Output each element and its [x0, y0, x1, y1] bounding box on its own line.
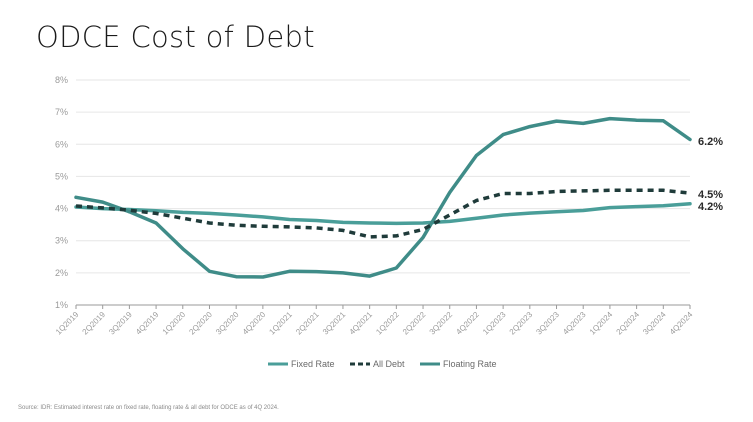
y-tick-label: 7% [55, 107, 68, 117]
y-tick-label: 6% [55, 139, 68, 149]
y-tick-label: 5% [55, 171, 68, 181]
y-tick-label: 2% [55, 268, 68, 278]
legend: Fixed Rate All Debt Floating Rate [268, 359, 497, 369]
x-tick-label: 4Q2022 [454, 310, 481, 337]
y-tick-label: 3% [55, 236, 68, 246]
y-tick-label: 4% [55, 204, 68, 214]
x-tick-label: 4Q2020 [241, 310, 268, 337]
x-tick-label: 3Q2023 [534, 310, 561, 337]
x-tick-label: 4Q2019 [134, 310, 161, 337]
x-tick-label: 1Q2019 [54, 310, 81, 337]
end-label-fixed-rate: 4.2% [698, 201, 723, 213]
x-tick-label: 1Q2020 [161, 310, 188, 337]
legend-label: All Debt [373, 359, 405, 369]
end-label-floating-rate: 6.2% [698, 136, 723, 148]
x-tick-label: 3Q2021 [321, 310, 348, 337]
y-tick-label: 8% [55, 75, 68, 85]
legend-label: Floating Rate [443, 359, 497, 369]
x-tick-label: 3Q2019 [107, 310, 134, 337]
x-tick-label: 2Q2021 [294, 310, 321, 337]
x-tick-label: 2Q2024 [615, 310, 642, 337]
x-tick-label: 1Q2024 [588, 310, 615, 337]
series-line-fixed-rate [74, 202, 692, 226]
x-tick-label: 2Q2023 [508, 310, 535, 337]
x-tick-label: 4Q2024 [668, 310, 695, 337]
y-axis: 8% 7% 6% 5% 4% 3% 2% 1% [55, 75, 690, 310]
x-tick-label: 2Q2022 [401, 310, 428, 337]
x-axis: 1Q2019 2Q2019 3Q2019 4Q2019 1Q2020 2Q2020 3Q20… [54, 305, 695, 337]
end-labels: 4.2%4.5% 6.2% [698, 136, 723, 213]
gridlines [76, 79, 690, 274]
x-tick-label: 3Q2020 [214, 310, 241, 337]
source-note: Source: IDR: Estimated interest rate on … [18, 405, 279, 411]
x-tick-label: 4Q2023 [561, 310, 588, 337]
series-line-all-debt [75, 188, 691, 239]
x-tick-label: 1Q2023 [481, 310, 508, 337]
x-tick-label: 2Q2019 [81, 310, 108, 337]
x-tick-label: 3Q2024 [641, 310, 668, 337]
series-line-floating-rate [74, 116, 692, 279]
x-tick-label: 3Q2022 [428, 310, 455, 337]
x-tick-label: 4Q2021 [348, 310, 375, 337]
chart-title: ODCE Cost of Debt [36, 20, 315, 54]
end-label-all-debt: 4.5% [698, 189, 723, 201]
legend-label: Fixed Rate [291, 359, 335, 369]
y-tick-label: 1% [55, 300, 68, 310]
x-tick-label: 2Q2020 [187, 310, 214, 337]
series-lines [74, 116, 692, 279]
x-tick-label: 1Q2021 [267, 310, 294, 337]
x-tick-label: 1Q2022 [374, 310, 401, 337]
